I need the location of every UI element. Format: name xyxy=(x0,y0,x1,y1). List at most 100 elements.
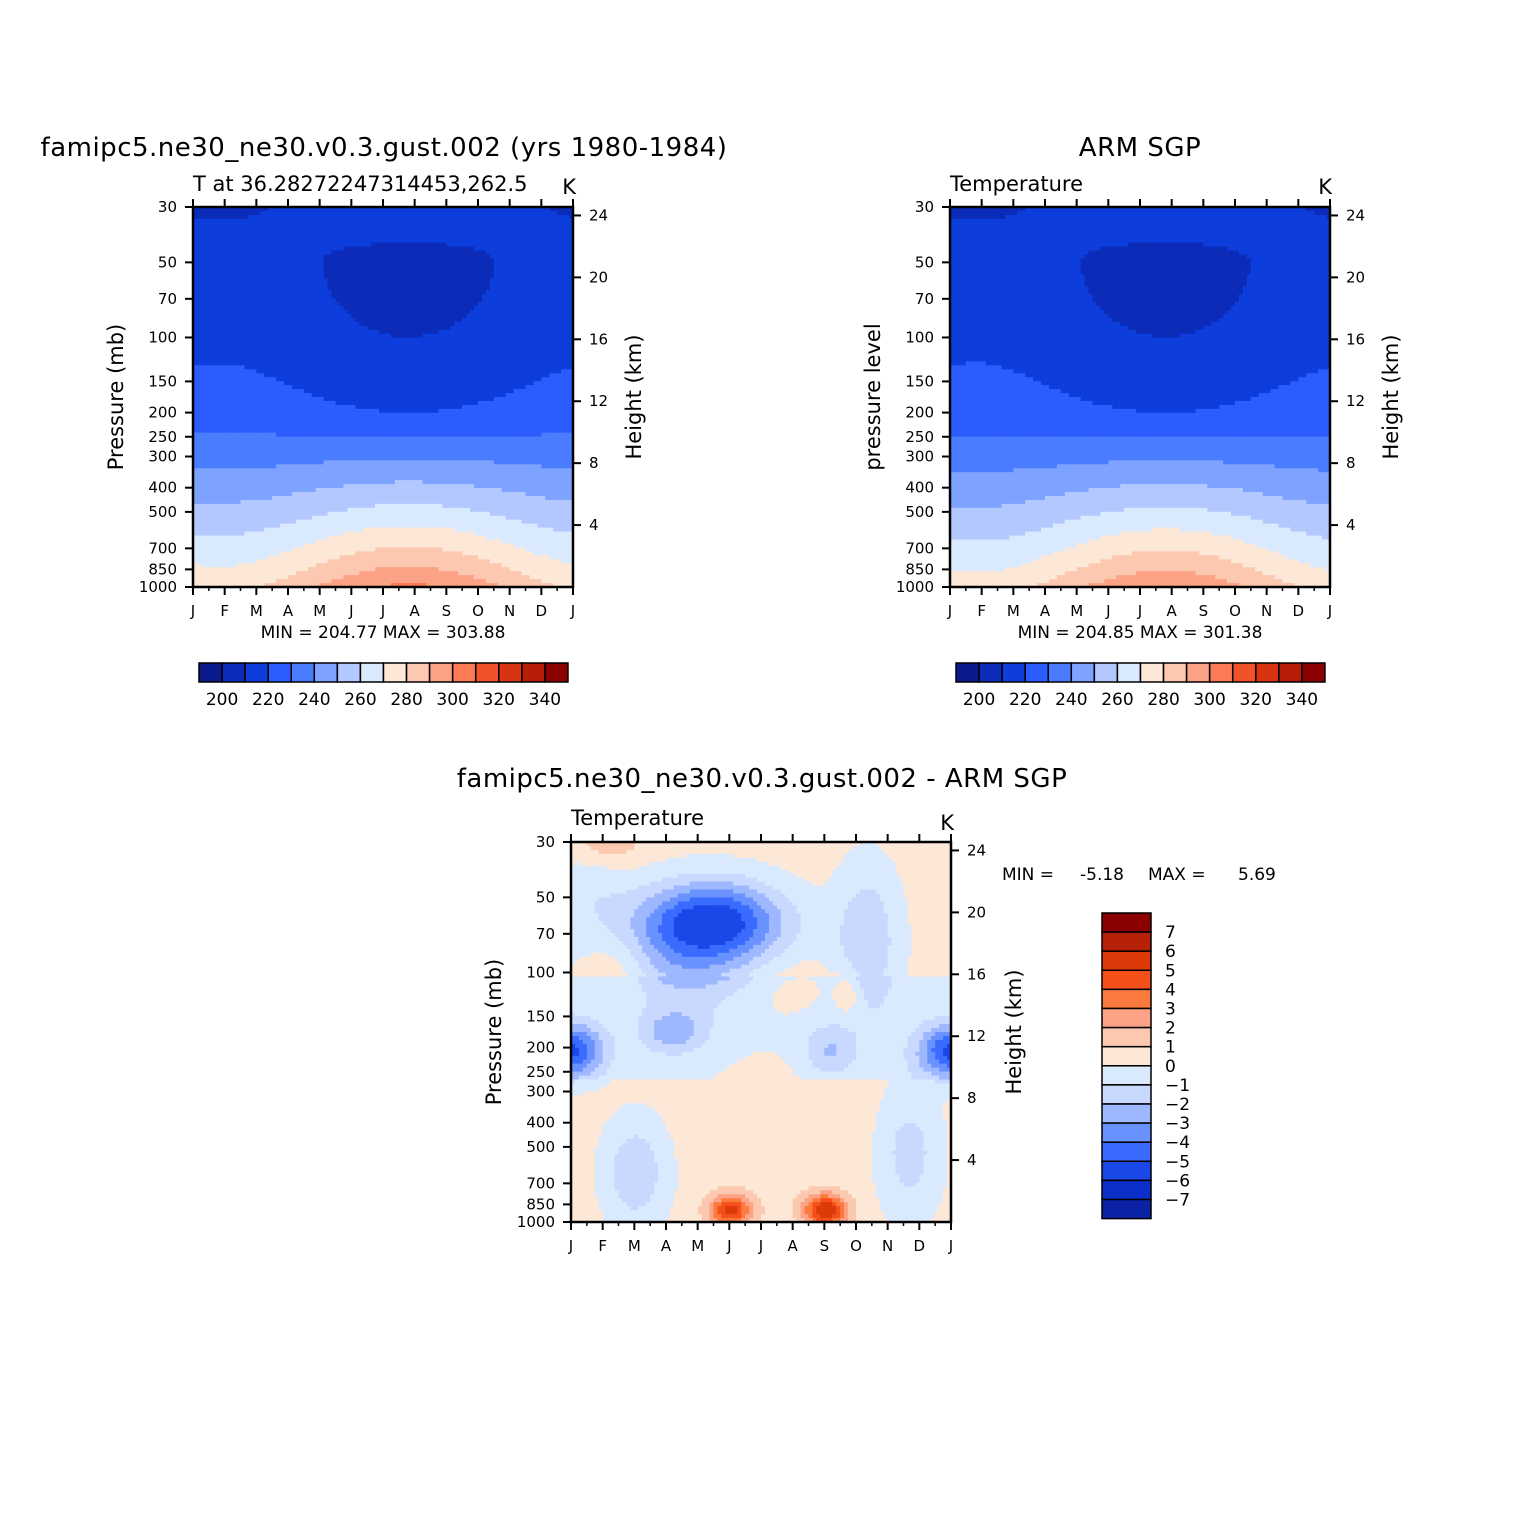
field-cell xyxy=(458,262,463,267)
field-cell xyxy=(324,330,329,335)
field-cell xyxy=(252,215,257,220)
field-cell xyxy=(403,365,408,370)
field-cell xyxy=(387,278,392,283)
field-cell xyxy=(557,294,562,299)
field-cell xyxy=(241,361,246,366)
field-cell xyxy=(252,251,257,256)
field-cell xyxy=(391,361,396,366)
field-cell xyxy=(268,231,273,236)
field-cell xyxy=(375,377,380,382)
field-cell xyxy=(264,338,269,343)
field-cell xyxy=(205,361,210,366)
field-cell xyxy=(268,322,273,327)
field-cell xyxy=(450,397,455,402)
field-cell xyxy=(458,211,463,216)
field-cell xyxy=(375,314,380,319)
field-cell xyxy=(324,405,329,410)
field-cell xyxy=(510,247,515,252)
field-cell xyxy=(221,397,226,402)
field-cell xyxy=(395,286,400,291)
field-cell xyxy=(316,397,321,402)
field-cell xyxy=(387,298,392,303)
field-cell xyxy=(280,294,285,299)
field-cell xyxy=(320,361,325,366)
field-cell xyxy=(431,270,436,275)
field-cell xyxy=(490,318,495,323)
field-cell xyxy=(252,247,257,252)
field-cell xyxy=(371,353,376,358)
field-cell xyxy=(375,247,380,252)
field-cell xyxy=(506,298,511,303)
field-cell xyxy=(355,381,360,386)
field-cell xyxy=(454,227,459,232)
field-cell xyxy=(474,389,479,394)
field-cell xyxy=(371,409,376,414)
field-cell xyxy=(359,247,364,252)
field-cell xyxy=(328,361,333,366)
field-cell xyxy=(268,353,273,358)
field-cell xyxy=(359,326,364,331)
field-cell xyxy=(391,342,396,347)
field-cell xyxy=(561,385,566,390)
field-cell xyxy=(359,243,364,248)
field-cell xyxy=(514,298,519,303)
field-cell xyxy=(292,330,297,335)
field-cell xyxy=(260,227,265,232)
field-cell xyxy=(225,239,230,244)
field-cell xyxy=(442,290,447,295)
field-cell xyxy=(502,211,507,216)
field-cell xyxy=(336,385,341,390)
field-cell xyxy=(296,306,301,311)
field-cell xyxy=(367,353,372,358)
field-cell xyxy=(466,318,471,323)
field-cell xyxy=(284,350,289,355)
field-cell xyxy=(336,361,341,366)
field-cell xyxy=(237,231,242,236)
field-cell xyxy=(304,350,309,355)
field-cell xyxy=(371,298,376,303)
field-cell xyxy=(201,243,206,248)
field-cell xyxy=(419,215,424,220)
field-cell xyxy=(221,318,226,323)
field-cell xyxy=(276,223,281,228)
field-cell xyxy=(490,330,495,335)
field-cell xyxy=(268,369,273,374)
field-cell xyxy=(395,231,400,236)
field-cell xyxy=(367,219,372,224)
field-cell xyxy=(510,389,515,394)
field-cell xyxy=(351,373,356,378)
field-cell xyxy=(415,282,420,287)
field-cell xyxy=(316,310,321,315)
field-cell xyxy=(549,330,554,335)
field-cell xyxy=(260,361,265,366)
field-cell xyxy=(442,365,447,370)
field-cell xyxy=(403,306,408,311)
field-cell xyxy=(549,369,554,374)
field-cell xyxy=(518,302,523,307)
field-cell xyxy=(316,338,321,343)
field-cell xyxy=(328,393,333,398)
field-cell xyxy=(383,393,388,398)
field-cell xyxy=(510,326,515,331)
field-cell xyxy=(498,243,503,248)
field-cell xyxy=(351,243,356,248)
field-cell xyxy=(328,243,333,248)
field-cell xyxy=(363,310,368,315)
field-cell xyxy=(458,342,463,347)
field-cell xyxy=(391,322,396,327)
field-cell xyxy=(363,255,368,260)
field-cell xyxy=(336,338,341,343)
field-cell xyxy=(312,361,317,366)
field-cell xyxy=(300,365,305,370)
field-cell xyxy=(288,298,293,303)
field-cell xyxy=(466,409,471,414)
field-cell xyxy=(332,278,337,283)
field-cell xyxy=(553,223,558,228)
field-cell xyxy=(272,397,277,402)
field-cell xyxy=(383,409,388,414)
field-cell xyxy=(229,310,234,315)
field-cell xyxy=(545,346,550,351)
field-cell xyxy=(415,326,420,331)
field-cell xyxy=(526,219,531,224)
field-cell xyxy=(248,251,253,256)
